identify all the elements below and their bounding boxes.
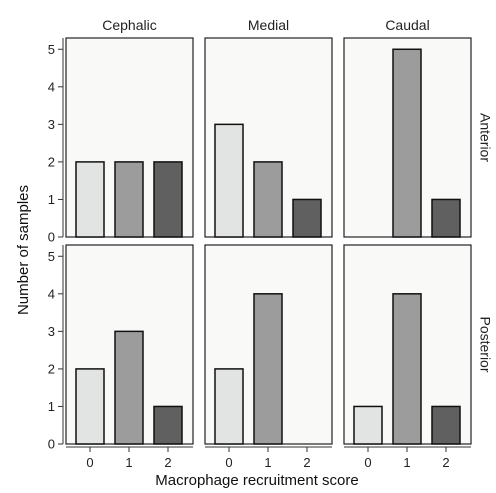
y-tick-label: 4 bbox=[48, 286, 55, 301]
row-label-anterior: Anterior bbox=[477, 113, 493, 162]
bar-score-1 bbox=[253, 161, 283, 238]
y-tick-label: 0 bbox=[48, 437, 55, 452]
y-tick-label: 1 bbox=[48, 192, 55, 207]
bar-score-2 bbox=[431, 405, 461, 445]
bar-score-0 bbox=[75, 368, 105, 445]
row-label-posterior: Posterior bbox=[477, 316, 493, 372]
column-label-caudal: Caudal bbox=[385, 17, 429, 33]
panel-anterior-cephalic bbox=[65, 37, 194, 238]
bar-score-1 bbox=[253, 293, 283, 445]
x-tick-label: 1 bbox=[125, 455, 132, 470]
x-tick-label: 0 bbox=[364, 455, 371, 470]
x-tick-label: 2 bbox=[303, 455, 310, 470]
bar-score-1 bbox=[114, 161, 144, 238]
x-tick-label: 2 bbox=[164, 455, 171, 470]
y-tick-label: 2 bbox=[48, 154, 55, 169]
bar-score-0 bbox=[214, 123, 244, 238]
y-tick-label: 3 bbox=[48, 324, 55, 339]
x-tick-label: 1 bbox=[264, 455, 271, 470]
y-tick-label: 0 bbox=[48, 230, 55, 245]
bar-score-2 bbox=[292, 198, 322, 238]
bar-score-0 bbox=[353, 405, 383, 445]
x-tick-label: 1 bbox=[403, 455, 410, 470]
x-tick-label: 0 bbox=[86, 455, 93, 470]
bar-score-1 bbox=[392, 293, 422, 445]
panel-anterior-caudal bbox=[343, 37, 472, 238]
x-tick-label: 2 bbox=[442, 455, 449, 470]
y-tick-label: 1 bbox=[48, 399, 55, 414]
column-label-cephalic: Cephalic bbox=[102, 17, 156, 33]
bar-score-2 bbox=[153, 405, 183, 445]
panel-posterior-caudal bbox=[343, 244, 472, 445]
x-axis-title: Macrophage recruitment score bbox=[155, 472, 358, 489]
bar-score-0 bbox=[75, 161, 105, 238]
bar-score-1 bbox=[392, 48, 422, 238]
y-tick-label: 5 bbox=[48, 42, 55, 57]
panel-anterior-medial bbox=[204, 37, 333, 238]
y-tick-label: 2 bbox=[48, 361, 55, 376]
y-tick-label: 5 bbox=[48, 249, 55, 264]
bar-score-1 bbox=[114, 330, 144, 445]
panel-posterior-medial bbox=[204, 244, 333, 445]
bar-score-0 bbox=[214, 368, 244, 445]
x-tick-label: 0 bbox=[225, 455, 232, 470]
y-tick-label: 4 bbox=[48, 79, 55, 94]
bar-score-2 bbox=[153, 161, 183, 238]
panel-posterior-cephalic bbox=[65, 244, 194, 445]
panel-grid: Cephalic Medial Caudal Anterior Posterior 0 1 2… bbox=[48, 17, 494, 470]
column-label-medial: Medial bbox=[248, 17, 289, 33]
bar-score-2 bbox=[431, 198, 461, 238]
y-tick-label: 3 bbox=[48, 117, 55, 132]
y-axis-title: Number of samples bbox=[15, 185, 32, 315]
